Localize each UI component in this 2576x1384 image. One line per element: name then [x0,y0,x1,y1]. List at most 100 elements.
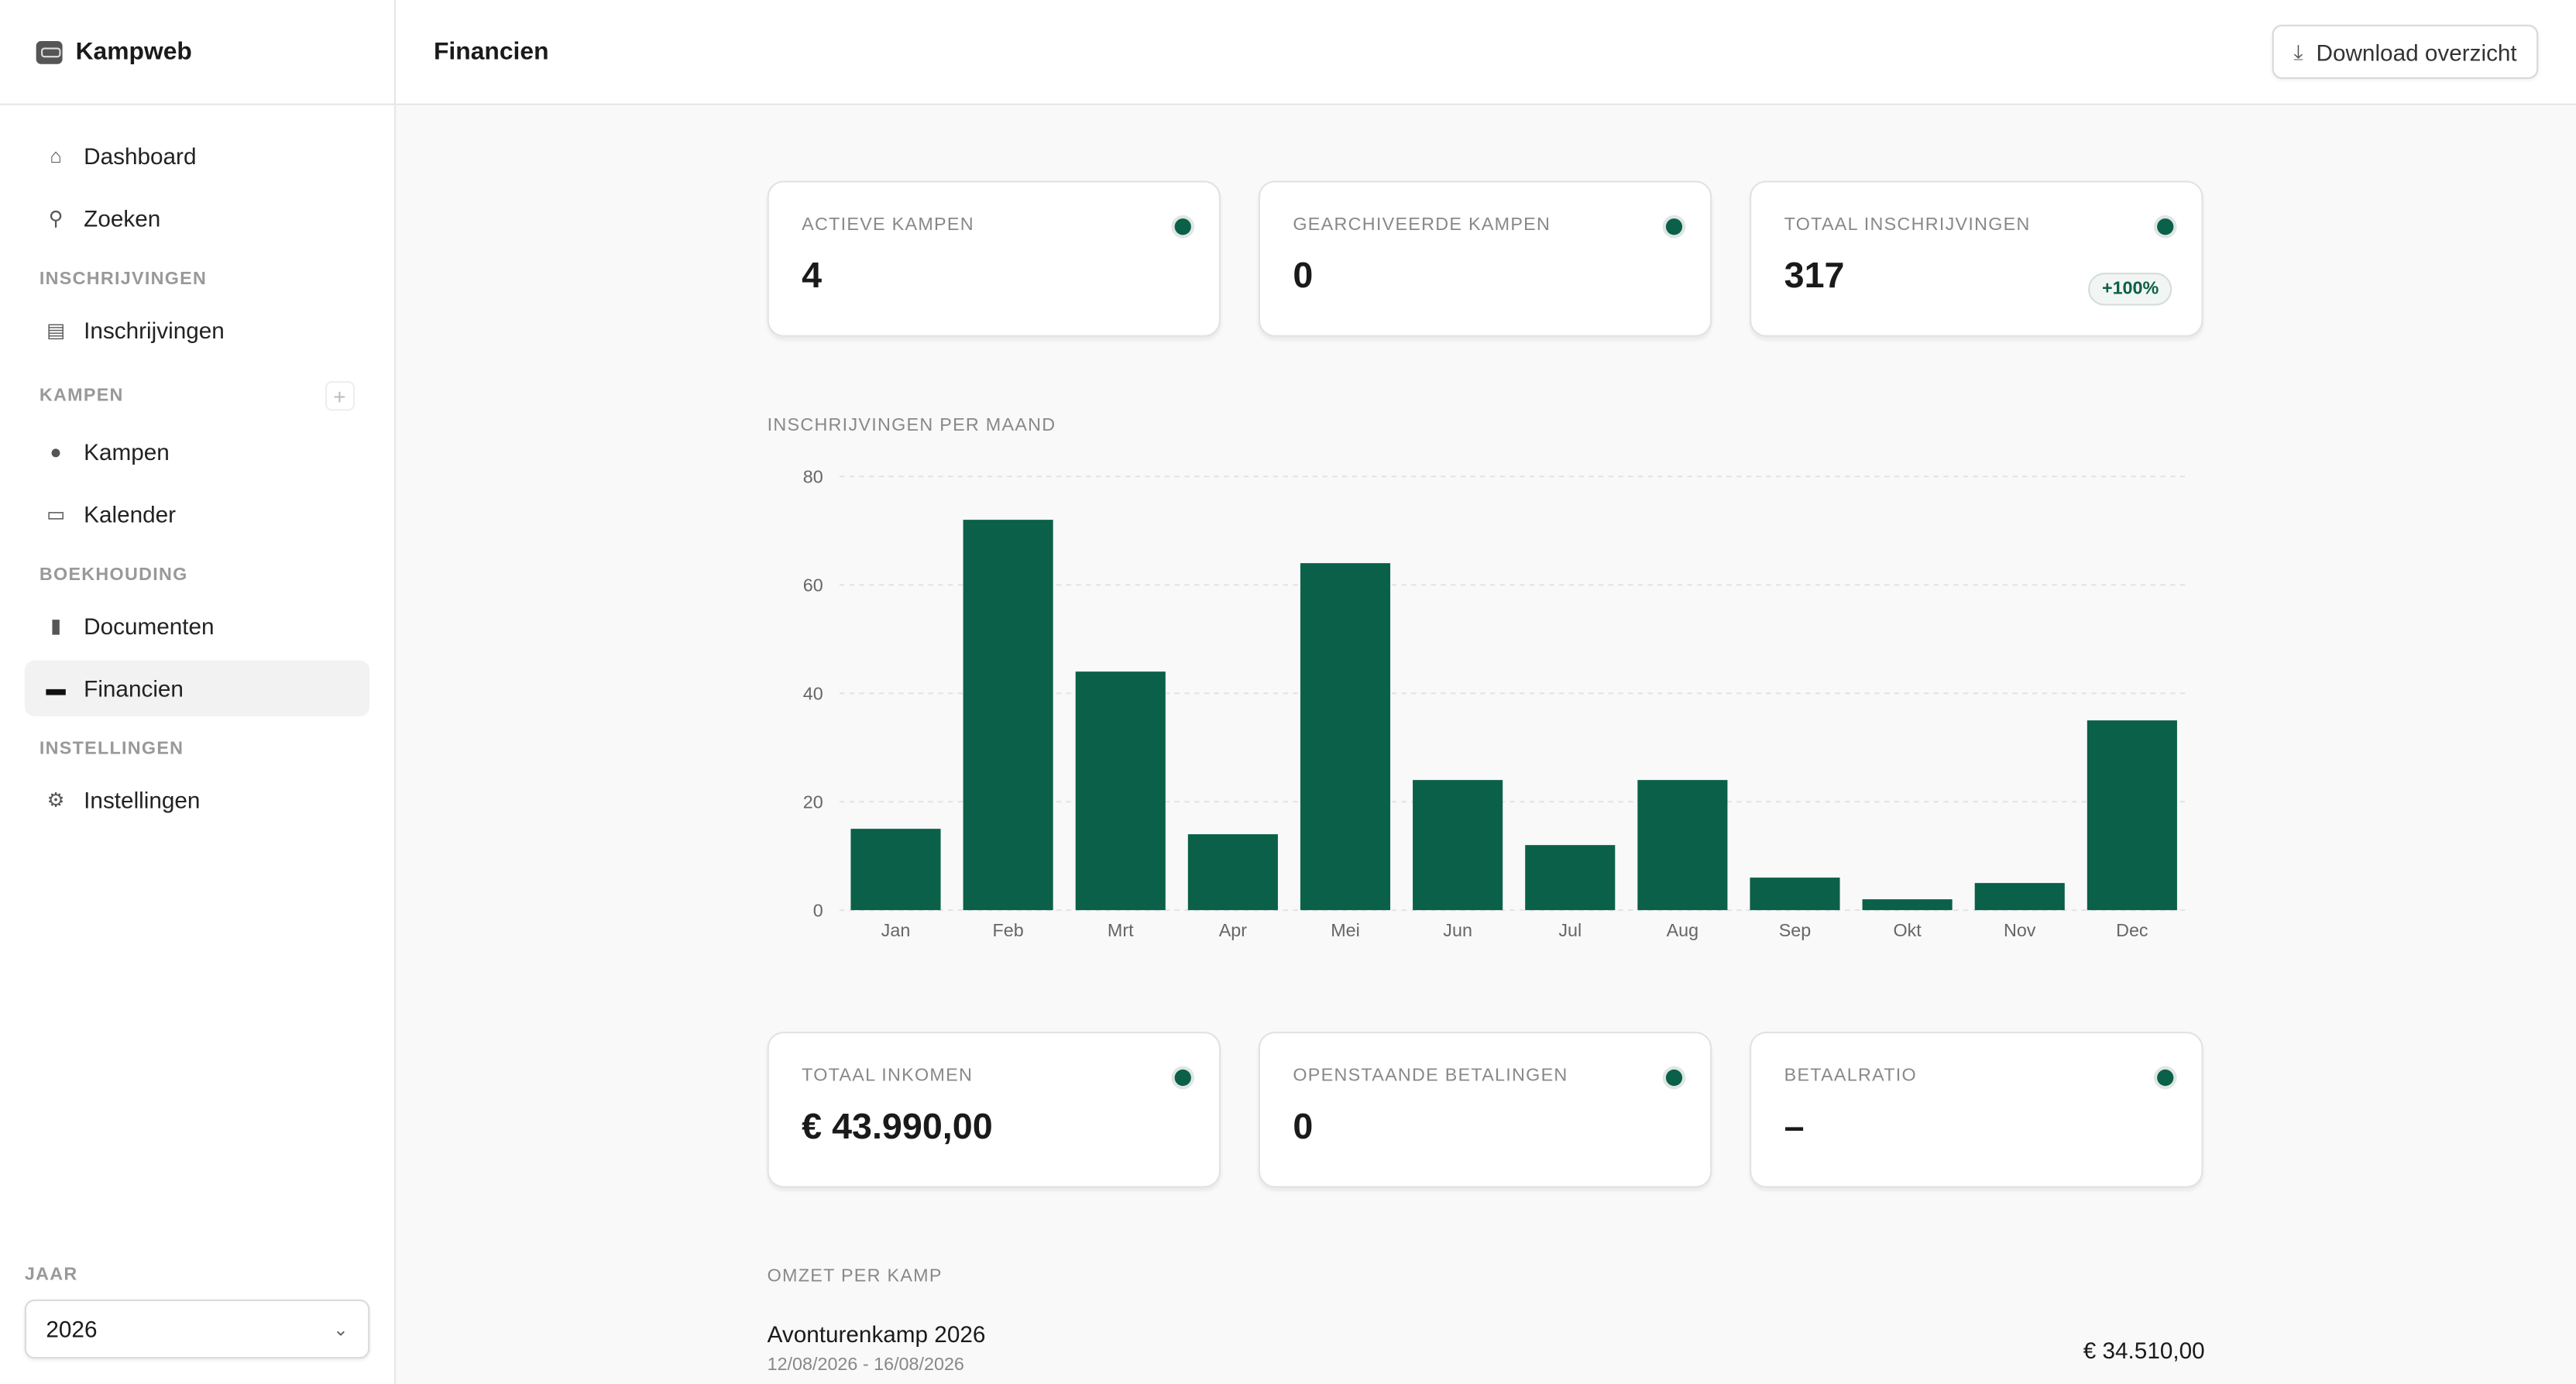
y-tick-label: 40 [803,684,823,704]
sidebar-item-financien[interactable]: ▬ Financien [24,660,370,716]
section-kampen: KAMPEN + [25,365,369,424]
sidebar-item-instellingen[interactable]: ⚙ Instellingen [25,772,369,828]
sidebar-item-label: Kampen [84,438,170,465]
camp-name[interactable]: Avonturenkamp 2026 [767,1320,986,1348]
y-tick-label: 80 [803,467,823,487]
section-title: KAMPEN [39,386,124,406]
sidebar-item-dashboard[interactable]: ⌂ Dashboard [25,128,369,184]
bar-mrt [1075,671,1166,911]
sidebar-item-label: Documenten [84,613,215,640]
stat-label: BETAALRATIO [1784,1066,1917,1087]
sidebar-item-label: Instellingen [84,787,201,813]
status-dot-icon [1665,218,1683,235]
sidebar-item-label: Inschrijvingen [84,317,225,344]
x-tick-label: Nov [2004,920,2036,940]
stat-value: € 43.990,00 [802,1105,993,1147]
camp-amount: € 34.510,00 [2083,1337,2205,1364]
calendar-icon: ▭ [46,503,66,526]
money-icon: ▬ [46,676,66,700]
stat-label: GEARCHIVEERDE KAMPEN [1293,215,1551,235]
sidebar-item-documenten[interactable]: ▮ Documenten [25,598,369,654]
brand[interactable]: Kampweb [0,0,395,105]
section-title: INSCHRIJVINGEN [39,269,208,290]
bar-sep [1750,877,1840,911]
sidebar-item-zoeken[interactable]: ⚲ Zoeken [25,191,369,246]
chart-title: INSCHRIJVINGEN PER MAAND [767,415,1056,436]
section-title: BOEKHOUDING [39,565,188,586]
x-tick-label: Mei [1331,920,1360,940]
stat-value: 317 [1784,254,1845,296]
x-tick-label: Feb [993,920,1024,940]
registrations-icon: ▤ [46,318,66,342]
status-dot-icon [1174,218,1191,235]
stat-label: TOTAAL INSCHRIJVINGEN [1784,215,2031,235]
sidebar-nav: ⌂ Dashboard ⚲ Zoeken INSCHRIJVINGEN ▤ Insch… [0,105,394,858]
download-label: Download overzicht [2316,38,2517,65]
bar-jul [1525,845,1616,911]
y-tick-label: 0 [813,901,823,921]
sidebar-item-inschrijvingen[interactable]: ▤ Inschrijvingen [25,302,369,358]
page-title: Financien [433,37,549,66]
camp-dates: 12/08/2026 - 16/08/2026 [767,1355,964,1375]
x-tick-label: Okt [1893,920,1922,940]
sidebar-item-label: Dashboard [84,143,197,170]
x-tick-label: Jul [1558,920,1582,940]
stat-card-actieve-kampen: ACTIEVE KAMPEN 4 [767,180,1221,337]
bar-aug [1637,780,1728,911]
sidebar: Kampweb ⌂ Dashboard ⚲ Zoeken INSCHRIJVINGE… [0,0,397,1384]
search-icon: ⚲ [48,207,64,230]
add-kamp-button[interactable]: + [325,381,355,411]
logo-icon [36,39,63,64]
stat-card-betaalratio: BETAALRATIO – [1750,1032,2203,1188]
bar-apr [1187,834,1278,911]
x-tick-label: Sep [1779,920,1812,940]
sidebar-item-kalender[interactable]: ▭ Kalender [25,486,369,542]
section-inschrijvingen: INSCHRIJVINGEN [25,253,369,303]
stat-card-gearchiveerde-kampen: GEARCHIVEERDE KAMPEN 0 [1258,180,1712,337]
home-icon: ⌂ [50,144,62,168]
bar-nov [1974,883,2065,911]
year-value: 2026 [46,1316,98,1343]
x-tick-label: Jan [881,920,911,940]
stat-value: 4 [802,254,823,296]
stat-card-openstaande-betalingen: OPENSTAANDE BETALINGEN 0 [1258,1032,1712,1188]
stat-value: 0 [1293,254,1314,296]
stat-value: 0 [1293,1105,1314,1147]
x-tick-label: Jun [1443,920,1472,940]
status-dot-icon [1174,1069,1191,1087]
x-tick-label: Mrt [1108,920,1134,940]
download-icon: ⤓ [2293,38,2303,64]
sidebar-item-label: Financien [84,675,184,702]
fire-icon: ● [50,440,62,464]
bar-mei [1300,563,1391,911]
bar-dec [2087,720,2177,911]
y-tick-label: 20 [803,792,823,812]
x-tick-label: Dec [2116,920,2148,940]
sidebar-item-label: Zoeken [84,205,161,232]
bar-jun [1413,780,1503,911]
stat-label: OPENSTAANDE BETALINGEN [1293,1066,1568,1087]
x-tick-label: Aug [1667,920,1699,940]
download-overview-button[interactable]: ⤓ Download overzicht [2272,24,2539,79]
section-instellingen: INSTELLINGEN [25,723,369,772]
year-label: JAAR [24,1265,78,1285]
stat-label: TOTAAL INKOMEN [802,1066,974,1087]
x-tick-label: Apr [1219,920,1248,940]
bar-feb [963,520,1053,911]
stat-label: ACTIEVE KAMPEN [802,215,974,235]
document-icon: ▮ [50,614,62,638]
year-select[interactable]: 2026 ⌄ [24,1299,370,1359]
section-title: INSTELLINGEN [39,739,184,759]
app-name: Kampweb [75,37,192,66]
stat-value: – [1784,1105,1805,1147]
bar-okt [1862,899,1953,911]
chevron-down-icon: ⌄ [333,1320,349,1340]
sidebar-item-kampen[interactable]: ● Kampen [25,424,369,479]
registrations-bar-chart: 0 20 40 60 80 Jan Feb Mrt Apr Mei Jun Jul Aug Sep Okt N… [803,467,2189,940]
sidebar-item-label: Kalender [84,500,177,527]
status-dot-icon [1665,1069,1683,1087]
bar-jan [850,829,941,911]
stat-card-totaal-inschrijvingen: TOTAAL INSCHRIJVINGEN 317 +100% [1750,180,2203,337]
section-boekhouding: BOEKHOUDING [25,548,369,598]
stat-card-totaal-inkomen: TOTAAL INKOMEN € 43.990,00 [767,1032,1221,1188]
